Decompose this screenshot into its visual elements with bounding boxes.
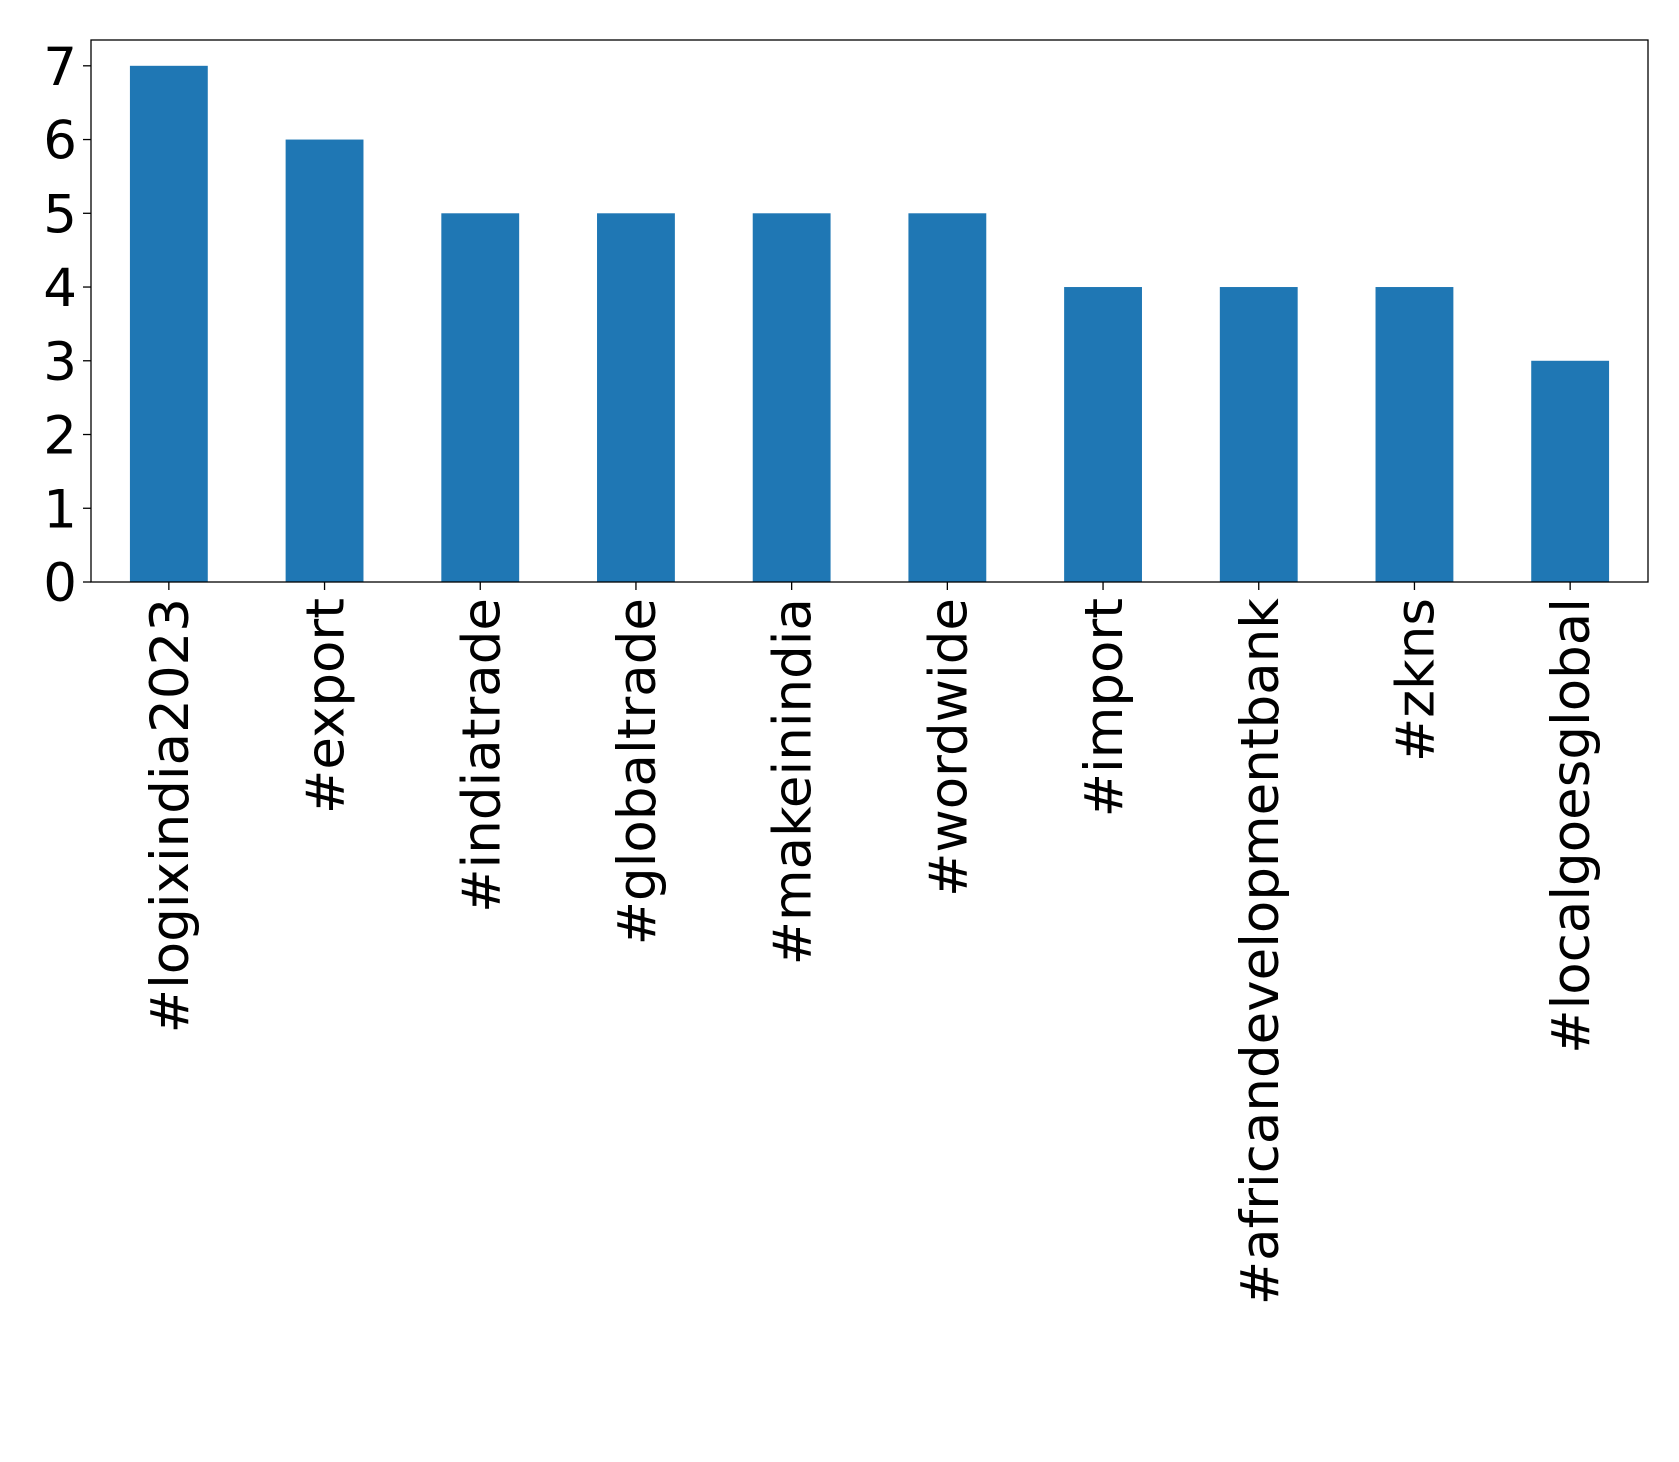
y-tick-label: 6 xyxy=(43,111,77,172)
bar xyxy=(441,213,520,582)
x-tick-label: #indiatrade xyxy=(451,598,512,913)
x-tick-label: #africandevelopmentbank xyxy=(1230,598,1291,1306)
y-tick-label: 1 xyxy=(43,479,77,540)
bar xyxy=(1219,287,1298,582)
x-tick-label: #makeinindia xyxy=(763,598,824,965)
bar xyxy=(129,65,208,583)
y-tick-label: 7 xyxy=(43,37,77,98)
bar xyxy=(285,139,364,582)
x-tick-label: #globaltrade xyxy=(607,598,668,945)
x-tick-label: #zkns xyxy=(1385,598,1446,762)
bar xyxy=(597,213,675,582)
x-tick-label: #logixindia2023 xyxy=(140,598,201,1033)
bar xyxy=(752,213,831,582)
bar xyxy=(1375,287,1454,582)
bar xyxy=(908,213,987,582)
y-tick-label: 5 xyxy=(43,184,77,245)
x-tick-label: #import xyxy=(1074,598,1135,817)
y-tick-label: 3 xyxy=(43,332,77,393)
plot-frame xyxy=(90,39,1649,583)
x-tick-label: #localgoesglobal xyxy=(1541,598,1602,1054)
y-tick-label: 0 xyxy=(43,553,77,614)
bar xyxy=(1531,360,1610,582)
y-tick-label: 2 xyxy=(43,406,77,467)
x-tick-label: #wordwide xyxy=(918,598,979,897)
x-tick-label: #export xyxy=(296,598,357,814)
y-tick-label: 4 xyxy=(43,258,77,319)
bar xyxy=(1064,287,1142,582)
